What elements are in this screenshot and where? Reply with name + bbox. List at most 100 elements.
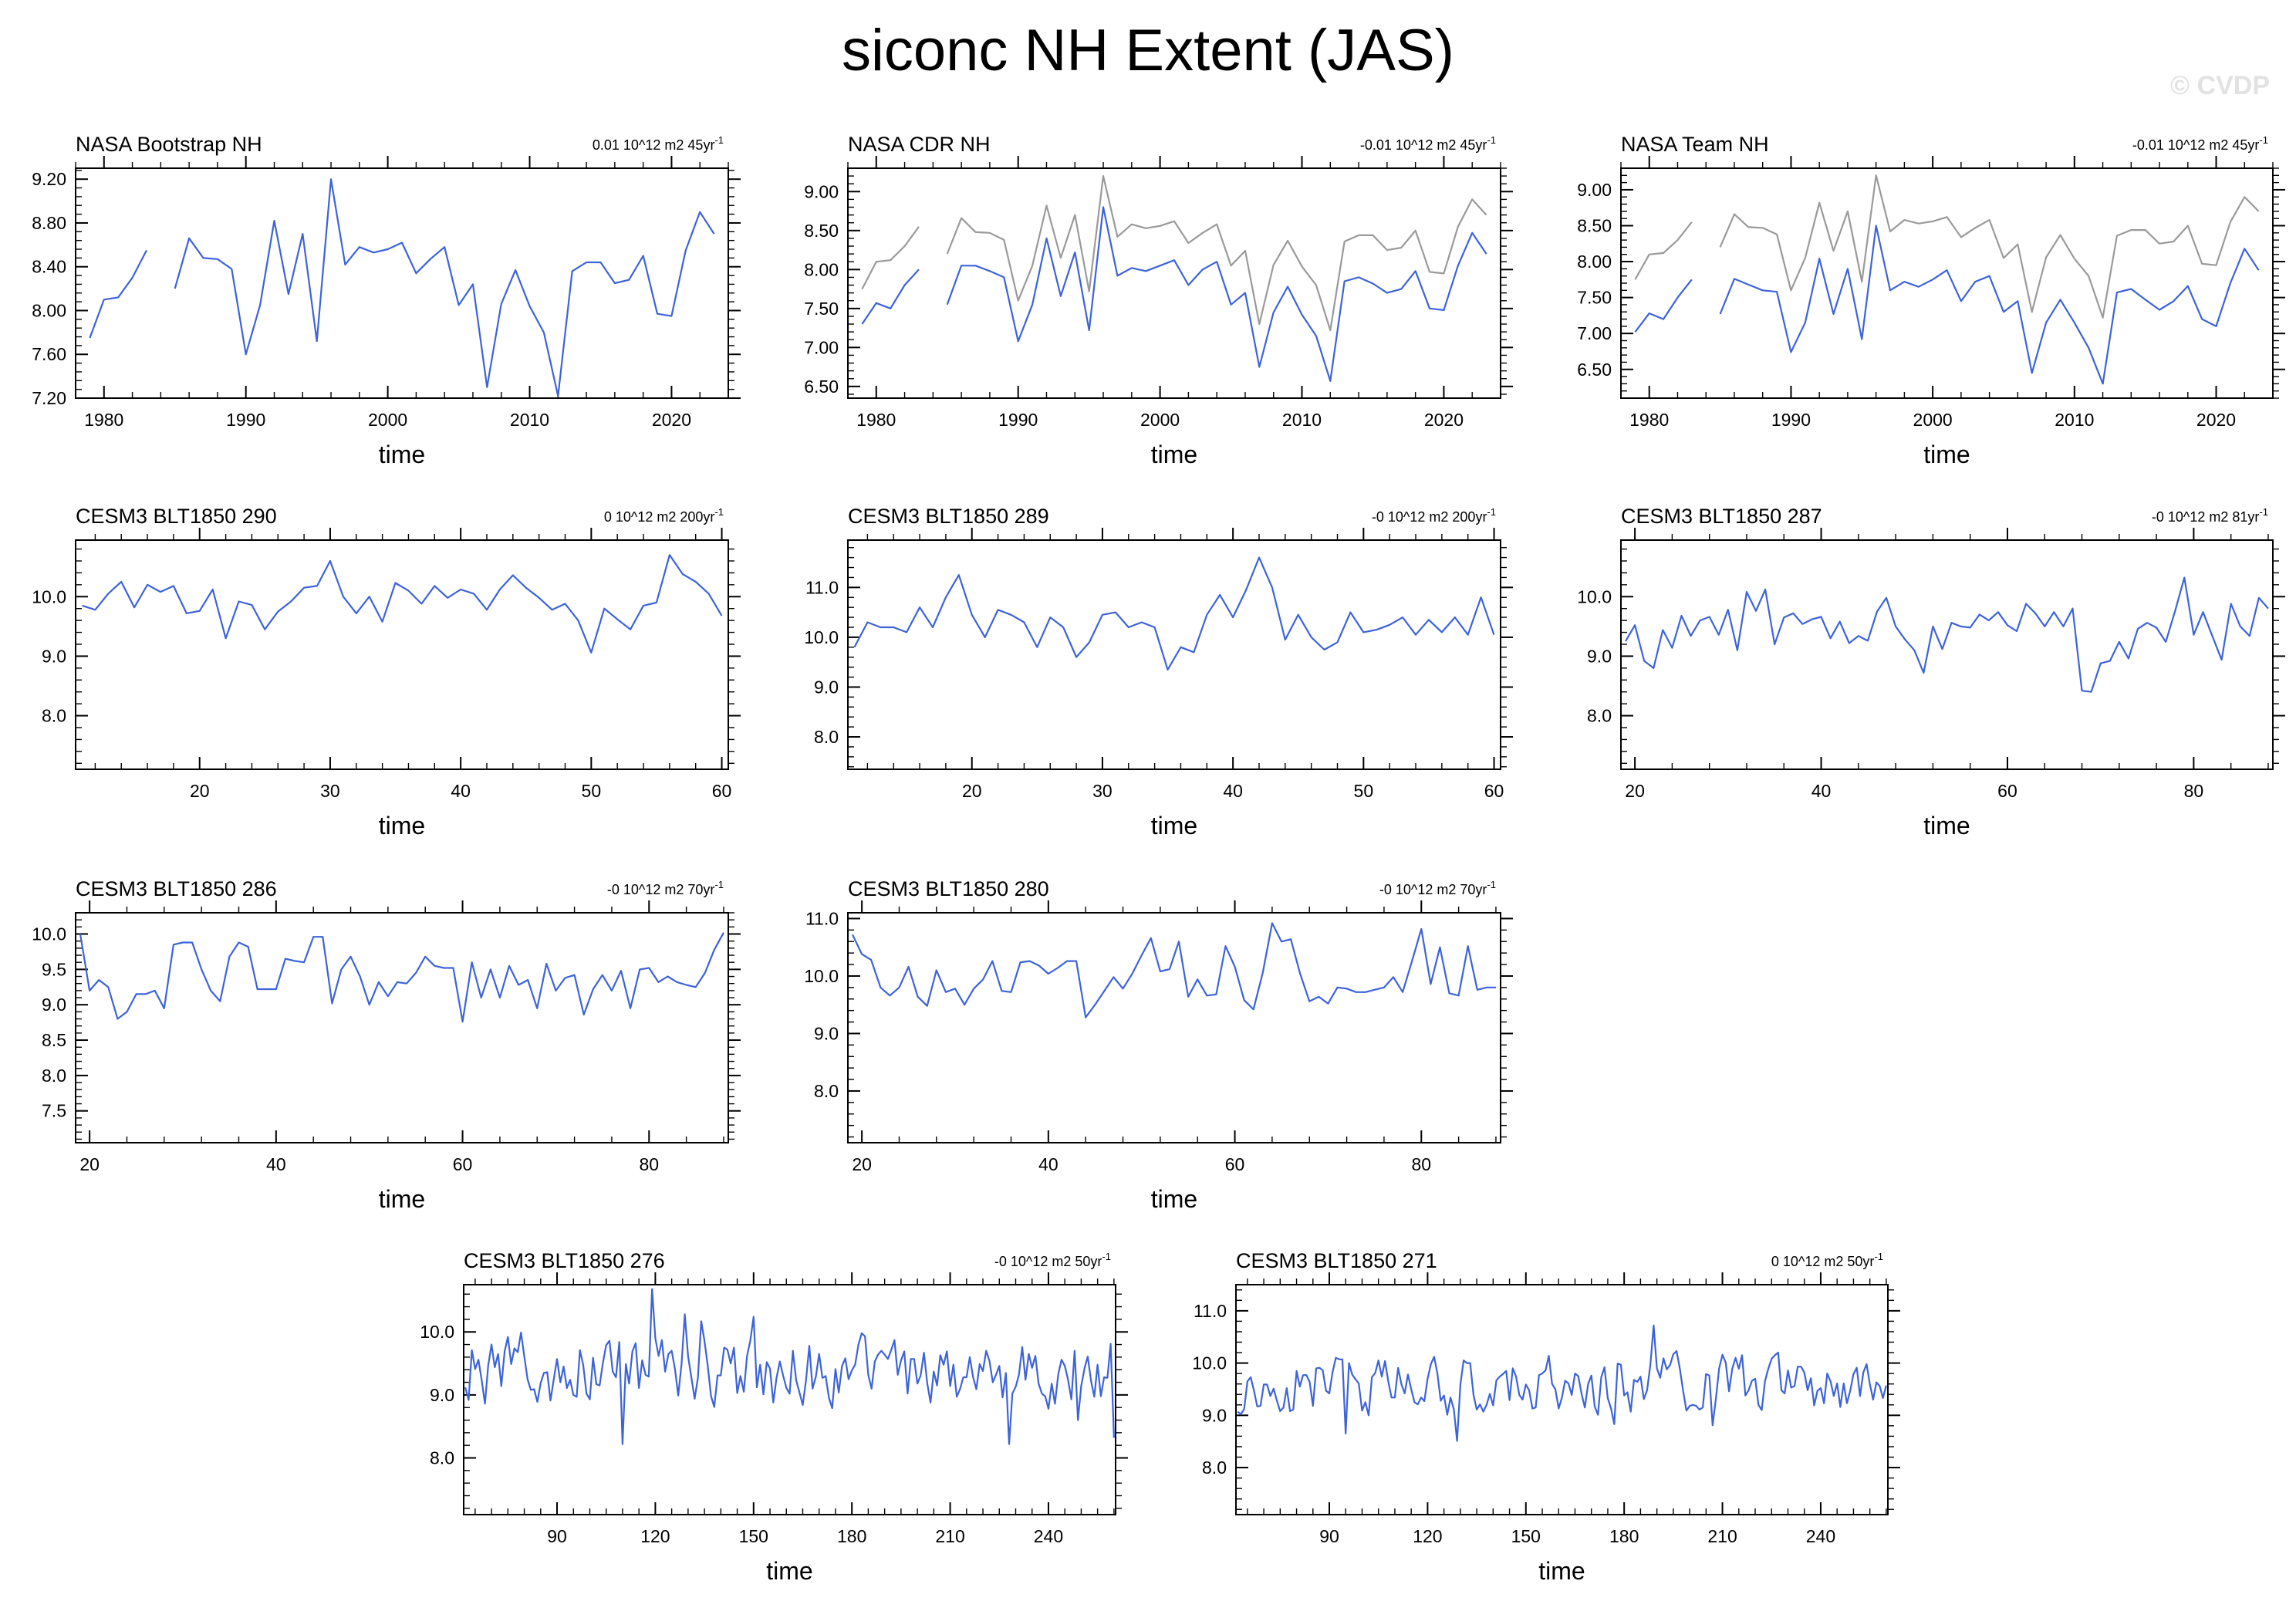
y-tick-label: 7.00 [804, 337, 839, 357]
x-tick-label: 40 [1223, 781, 1243, 801]
y-tick-label: 10.0 [32, 586, 66, 606]
y-tick-label: 7.00 [1577, 323, 1612, 343]
y-tick-label: 8.00 [32, 300, 66, 320]
plot-frame [1620, 539, 2274, 770]
y-tick-label: 8.00 [804, 259, 839, 279]
y-tick-label: 9.0 [814, 677, 839, 697]
y-tick-label: 6.50 [804, 377, 839, 397]
y-tick-label: 9.00 [804, 181, 839, 201]
panel-title: CESM3 BLT1850 276 [464, 1249, 665, 1272]
plot-frame [75, 912, 729, 1143]
panel-title: NASA Bootstrap NH [76, 133, 262, 156]
panel-title: NASA CDR NH [848, 133, 991, 156]
series-line [1237, 1324, 1887, 1442]
x-tick-label: 40 [1811, 781, 1832, 801]
y-tick-label: 10.0 [420, 1322, 454, 1342]
x-tick-label: 80 [639, 1154, 659, 1174]
series-line [861, 206, 1487, 382]
x-tick-label: 40 [1038, 1154, 1059, 1174]
page-title: siconc NH Extent (JAS) [842, 18, 1454, 83]
y-tick-label: 9.00 [1577, 180, 1612, 200]
series-line [464, 1288, 1115, 1445]
y-tick-label: 9.0 [1587, 646, 1612, 666]
x-tick-label: 1980 [84, 410, 123, 430]
x-tick-label: 60 [1484, 781, 1504, 801]
x-tick-label: 2000 [368, 410, 407, 430]
x-tick-label: 80 [2184, 781, 2204, 801]
plot-frame [1235, 1284, 1889, 1515]
x-tick-label: 150 [739, 1526, 768, 1546]
x-tick-label: 20 [1625, 781, 1645, 801]
plot-frame [463, 1284, 1116, 1515]
plot-frame [847, 912, 1501, 1143]
y-tick-label: 9.20 [32, 169, 66, 189]
x-axis-label: time [379, 441, 425, 468]
chart-panel-8: CESM3 BLT1850 280 -0 10^12 m2 70yr-1 8.0 9.… [804, 877, 1513, 1213]
x-axis-label: time [1151, 812, 1197, 839]
x-tick-label: 1980 [1629, 410, 1669, 430]
trend-label: -0.01 10^12 m2 45yr-1 [2132, 134, 2268, 153]
y-tick-label: 10.0 [1577, 586, 1612, 606]
series-line [852, 922, 1496, 1018]
series-line [1625, 576, 2269, 693]
y-tick-label: 7.5 [42, 1101, 66, 1121]
x-tick-label: 2020 [1424, 410, 1464, 430]
y-tick-label: 8.00 [1577, 252, 1612, 272]
y-tick-label: 8.5 [42, 1030, 66, 1050]
y-tick-label: 8.0 [42, 1066, 66, 1086]
x-tick-label: 50 [1354, 781, 1374, 801]
x-tick-label: 1980 [856, 410, 896, 430]
y-tick-label: 9.5 [42, 959, 66, 979]
y-tick-label: 10.0 [1192, 1353, 1227, 1373]
trend-label: 0 10^12 m2 200yr-1 [604, 506, 724, 525]
y-tick-label: 8.0 [1587, 706, 1612, 726]
chart-panel-9: CESM3 BLT1850 276 -0 10^12 m2 50yr-1 8.0 9.… [420, 1249, 1128, 1585]
chart-panel-5: CESM3 BLT1850 289 -0 10^12 m2 200yr-1 8.0 9… [804, 505, 1513, 839]
y-tick-label: 6.50 [1577, 360, 1612, 380]
trend-label: -0 10^12 m2 70yr-1 [607, 879, 724, 897]
x-axis-label: time [766, 1557, 812, 1585]
series-line [853, 556, 1495, 671]
x-tick-label: 20 [79, 1154, 100, 1174]
y-tick-label: 8.50 [1577, 216, 1612, 236]
panel-title: CESM3 BLT1850 286 [76, 877, 277, 900]
x-tick-label: 1990 [998, 410, 1038, 430]
x-tick-label: 2010 [510, 410, 549, 430]
x-tick-label: 240 [1806, 1526, 1835, 1546]
y-tick-label: 8.0 [42, 706, 66, 726]
plot-frame [847, 167, 1501, 399]
x-tick-label: 210 [935, 1526, 964, 1546]
chart-panel-4: CESM3 BLT1850 290 0 10^12 m2 200yr-1 8.0 9.… [32, 505, 741, 839]
x-tick-label: 1990 [1771, 410, 1811, 430]
y-tick-label: 7.50 [804, 299, 839, 319]
x-tick-label: 210 [1707, 1526, 1737, 1546]
y-tick-label: 7.50 [1577, 288, 1612, 308]
y-tick-label: 11.0 [805, 577, 839, 597]
x-tick-label: 1990 [226, 410, 265, 430]
y-tick-label: 11.0 [805, 908, 839, 928]
x-tick-label: 2020 [652, 410, 691, 430]
series-line [82, 554, 723, 654]
y-tick-label: 9.0 [42, 995, 66, 1015]
x-tick-label: 50 [582, 781, 602, 801]
panel-title: CESM3 BLT1850 289 [848, 505, 1049, 528]
series-line [1634, 225, 2260, 385]
x-tick-label: 60 [1225, 1154, 1245, 1174]
x-tick-label: 40 [451, 781, 471, 801]
x-tick-label: 2000 [1140, 410, 1180, 430]
series-line [861, 175, 1487, 332]
trend-label: -0 10^12 m2 200yr-1 [1372, 506, 1496, 525]
chart-panel-1: NASA Bootstrap NH 0.01 10^12 m2 45yr-1 7.2… [32, 133, 741, 468]
x-tick-label: 120 [640, 1526, 670, 1546]
y-tick-label: 8.0 [1202, 1458, 1227, 1478]
x-axis-label: time [1538, 1557, 1585, 1585]
trend-label: -0 10^12 m2 81yr-1 [2152, 506, 2268, 525]
trend-label: 0 10^12 m2 50yr-1 [1771, 1251, 1883, 1269]
y-tick-label: 7.20 [32, 388, 66, 408]
x-tick-label: 240 [1034, 1526, 1063, 1546]
chart-panel-7: CESM3 BLT1850 286 -0 10^12 m2 70yr-1 7.5 8.… [32, 877, 741, 1213]
x-tick-label: 2000 [1913, 410, 1953, 430]
y-tick-label: 10.0 [804, 627, 839, 647]
y-tick-label: 9.0 [814, 1023, 839, 1043]
